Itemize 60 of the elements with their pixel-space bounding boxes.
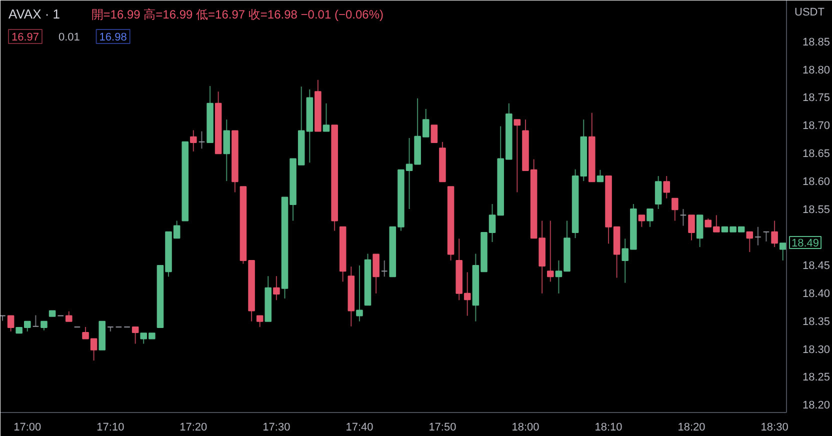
candlestick [696, 214, 704, 248]
candlestick [663, 176, 670, 199]
x-tick-label: 17:20 [180, 422, 208, 434]
x-tick-label: 17:30 [262, 422, 290, 434]
candlestick [372, 254, 380, 294]
x-tick-label: 17:50 [428, 422, 456, 434]
y-tick-label: 18.85 [802, 36, 830, 48]
candlestick [256, 315, 264, 328]
candlestick [198, 130, 206, 150]
candlestick [638, 214, 646, 228]
candlestick [680, 208, 687, 226]
x-tick-label: 17:00 [14, 422, 42, 434]
y-tick-label: 18.65 [802, 148, 830, 160]
candlestick [65, 310, 72, 322]
candlestick [547, 220, 554, 282]
annotation: 0.01 [58, 32, 80, 44]
candlestick [322, 102, 330, 132]
x-tick-label: 18:10 [594, 422, 622, 434]
candlestick [356, 264, 363, 322]
candlestick [32, 314, 40, 327]
candlestick [762, 231, 770, 242]
annotation: 16.97 [12, 32, 40, 44]
y-tick-label: 18.60 [802, 176, 830, 188]
candlestick [7, 315, 14, 332]
candlestick [132, 326, 139, 344]
candlestick [514, 119, 521, 193]
candlestick [771, 220, 778, 248]
y-tick-label: 18.45 [802, 260, 830, 272]
candlestick [190, 130, 197, 152]
candlestick [596, 169, 604, 182]
candlestick [654, 176, 662, 210]
candlestick [688, 214, 695, 241]
candlestick [380, 260, 388, 278]
y-tick-label: 18.80 [802, 64, 830, 76]
y-tick-label: 18.70 [802, 120, 830, 132]
y-tick-label: 18.25 [802, 372, 830, 384]
y-tick-label: 18.75 [802, 92, 830, 104]
candlestick [430, 124, 438, 143]
text: AVAX · 1 [8, 6, 60, 22]
candlestick [672, 198, 678, 222]
x-tick-label: 17:10 [96, 422, 124, 434]
candlestick [273, 276, 280, 301]
candlestick [646, 208, 654, 228]
y-axis-title: USDT [794, 6, 825, 18]
x-tick-label: 17:40 [346, 422, 374, 434]
candlestick [746, 231, 754, 253]
y-tick-label: 18.35 [802, 316, 830, 328]
x-tick-label: 18:00 [512, 422, 540, 434]
text: 開=16.99 高=16.99 低=16.97 收=16.98 −0.01 (−0.06%) [91, 8, 384, 22]
annotation: 18.49 [792, 238, 820, 250]
candlestick [754, 226, 762, 246]
annotation: 16.98 [99, 32, 127, 44]
x-tick-label: 18:20 [678, 422, 706, 434]
y-tick-label: 18.30 [802, 344, 830, 356]
candlestick [223, 119, 230, 182]
y-tick-label: 18.20 [802, 400, 830, 412]
candlestick [779, 242, 786, 261]
x-tick-label: 18:30 [760, 422, 788, 434]
y-tick-label: 18.55 [802, 204, 830, 216]
y-tick-label: 18.40 [802, 288, 830, 300]
